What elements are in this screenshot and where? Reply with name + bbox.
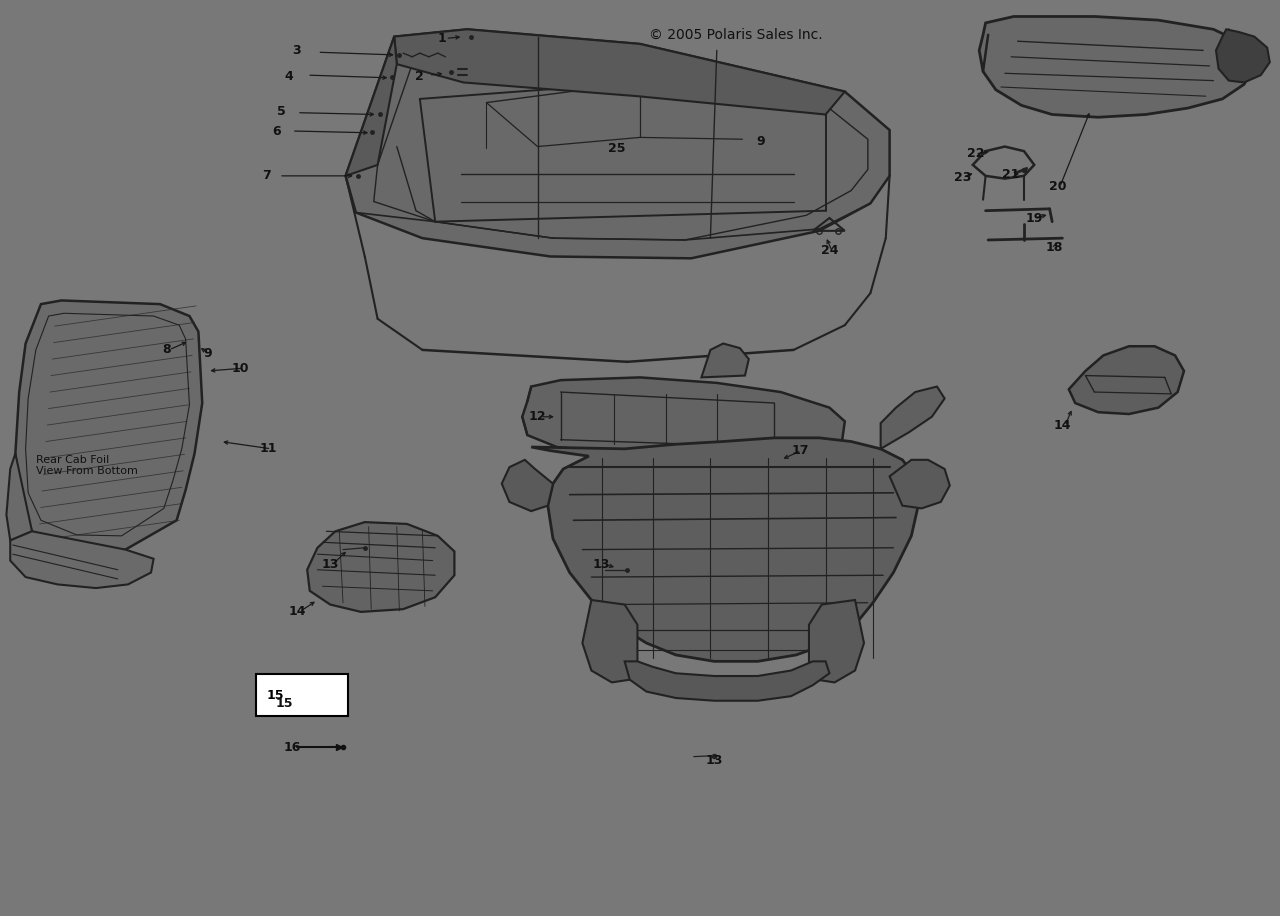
Text: 18: 18 <box>1046 241 1064 254</box>
Polygon shape <box>15 300 202 550</box>
Polygon shape <box>979 16 1254 117</box>
Polygon shape <box>346 29 890 258</box>
Text: 25: 25 <box>608 142 626 155</box>
Text: 14: 14 <box>288 605 306 618</box>
Text: 3: 3 <box>293 44 301 57</box>
Polygon shape <box>307 522 454 612</box>
Text: Rear Cab Foil
View From Bottom: Rear Cab Foil View From Bottom <box>36 454 138 476</box>
Text: 13: 13 <box>593 558 611 571</box>
Text: 15: 15 <box>266 689 284 702</box>
Text: 7: 7 <box>262 169 270 182</box>
Text: 17: 17 <box>791 444 809 457</box>
Text: 20: 20 <box>1048 180 1066 193</box>
Polygon shape <box>881 387 945 449</box>
Text: 13: 13 <box>705 754 723 767</box>
Text: 9: 9 <box>204 347 211 360</box>
Text: 5: 5 <box>278 105 285 118</box>
Polygon shape <box>1216 29 1270 82</box>
Text: 8: 8 <box>163 344 170 356</box>
Polygon shape <box>346 37 397 176</box>
Polygon shape <box>1069 346 1184 414</box>
Polygon shape <box>502 460 553 511</box>
Text: 16: 16 <box>283 741 301 754</box>
Text: 22: 22 <box>966 147 984 160</box>
Text: 11: 11 <box>260 442 278 455</box>
Text: 2: 2 <box>416 71 424 83</box>
Text: 15: 15 <box>275 697 293 710</box>
Text: 1: 1 <box>438 32 445 45</box>
Text: 12: 12 <box>529 410 547 423</box>
Polygon shape <box>6 453 32 540</box>
Text: 19: 19 <box>1025 212 1043 224</box>
Polygon shape <box>531 438 919 661</box>
Polygon shape <box>701 344 749 377</box>
Text: 6: 6 <box>273 125 280 138</box>
Text: 23: 23 <box>954 171 972 184</box>
Polygon shape <box>890 460 950 508</box>
Polygon shape <box>625 661 829 701</box>
Text: 24: 24 <box>820 245 838 257</box>
Polygon shape <box>809 600 864 682</box>
Polygon shape <box>582 600 637 682</box>
Polygon shape <box>394 29 845 114</box>
Bar <box>256 674 348 716</box>
Text: © 2005 Polaris Sales Inc.: © 2005 Polaris Sales Inc. <box>649 27 823 42</box>
Text: 4: 4 <box>285 71 293 83</box>
Text: 21: 21 <box>1002 168 1020 180</box>
Text: 10: 10 <box>232 362 250 375</box>
Polygon shape <box>10 531 154 588</box>
Text: 14: 14 <box>1053 420 1071 432</box>
Polygon shape <box>522 377 845 456</box>
Text: 13: 13 <box>321 558 339 571</box>
Text: 9: 9 <box>756 136 764 148</box>
